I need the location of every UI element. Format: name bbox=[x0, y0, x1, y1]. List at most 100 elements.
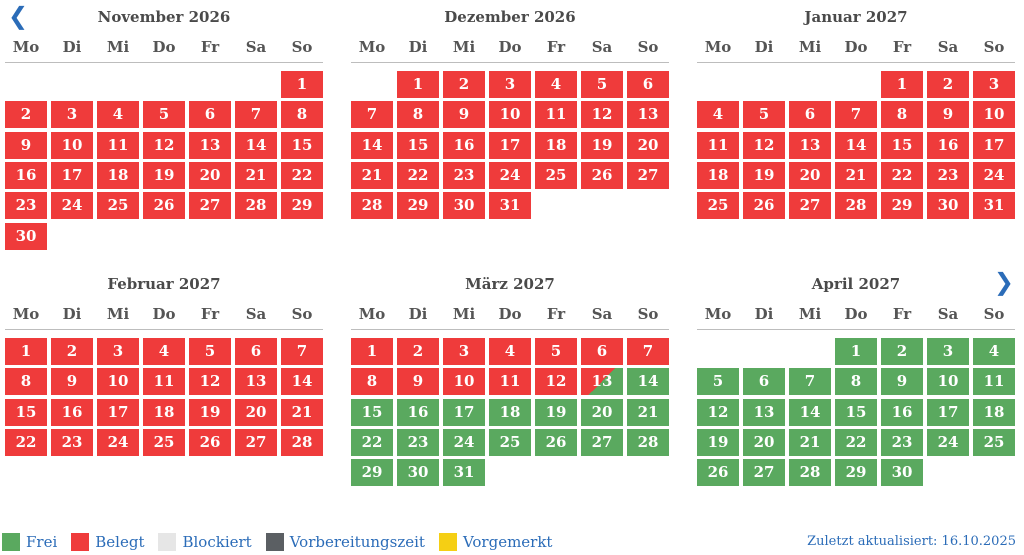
calendar-day[interactable]: 27 bbox=[789, 192, 831, 220]
calendar-day[interactable]: 2 bbox=[881, 338, 923, 365]
calendar-day[interactable]: 1 bbox=[835, 338, 877, 365]
calendar-day[interactable]: 26 bbox=[143, 192, 185, 220]
calendar-day[interactable]: 20 bbox=[235, 398, 277, 426]
calendar-day[interactable]: 6 bbox=[743, 368, 785, 396]
calendar-day[interactable]: 6 bbox=[627, 71, 669, 98]
calendar-day[interactable]: 3 bbox=[973, 71, 1015, 98]
calendar-day[interactable]: 3 bbox=[489, 71, 531, 98]
calendar-day[interactable]: 5 bbox=[743, 101, 785, 129]
calendar-day[interactable]: 22 bbox=[835, 428, 877, 456]
calendar-day[interactable]: 11 bbox=[489, 368, 531, 396]
calendar-day[interactable]: 3 bbox=[927, 338, 969, 365]
calendar-day[interactable]: 6 bbox=[581, 338, 623, 365]
calendar-day[interactable]: 25 bbox=[973, 428, 1015, 456]
calendar-day[interactable]: 22 bbox=[397, 161, 439, 189]
calendar-day[interactable]: 28 bbox=[627, 428, 669, 456]
calendar-day[interactable]: 16 bbox=[881, 398, 923, 426]
calendar-day[interactable]: 10 bbox=[973, 101, 1015, 129]
calendar-day[interactable]: 10 bbox=[489, 101, 531, 129]
calendar-day[interactable]: 8 bbox=[5, 368, 47, 396]
calendar-day[interactable]: 29 bbox=[881, 192, 923, 220]
calendar-day[interactable]: 28 bbox=[281, 428, 323, 456]
calendar-day[interactable]: 19 bbox=[535, 398, 577, 426]
calendar-day[interactable]: 28 bbox=[789, 459, 831, 487]
calendar-day[interactable]: 10 bbox=[51, 131, 93, 159]
calendar-day[interactable]: 25 bbox=[489, 428, 531, 456]
calendar-day[interactable]: 28 bbox=[235, 192, 277, 220]
calendar-day[interactable]: 17 bbox=[927, 398, 969, 426]
calendar-day[interactable]: 8 bbox=[397, 101, 439, 129]
calendar-day[interactable]: 25 bbox=[143, 428, 185, 456]
calendar-day[interactable]: 25 bbox=[697, 192, 739, 220]
calendar-day[interactable]: 31 bbox=[489, 192, 531, 220]
calendar-day[interactable]: 24 bbox=[443, 428, 485, 456]
calendar-day[interactable]: 29 bbox=[397, 192, 439, 220]
calendar-day[interactable]: 24 bbox=[973, 161, 1015, 189]
calendar-day[interactable]: 16 bbox=[927, 131, 969, 159]
calendar-day[interactable]: 2 bbox=[5, 101, 47, 129]
calendar-day[interactable]: 1 bbox=[5, 338, 47, 365]
calendar-day[interactable]: 22 bbox=[5, 428, 47, 456]
calendar-day[interactable]: 27 bbox=[581, 428, 623, 456]
calendar-day[interactable]: 14 bbox=[835, 131, 877, 159]
calendar-day[interactable]: 8 bbox=[351, 368, 393, 396]
calendar-day[interactable]: 30 bbox=[5, 222, 47, 250]
calendar-day[interactable]: 13 bbox=[189, 131, 231, 159]
calendar-day[interactable]: 20 bbox=[789, 161, 831, 189]
calendar-day[interactable]: 13 bbox=[743, 398, 785, 426]
calendar-day[interactable]: 18 bbox=[143, 398, 185, 426]
calendar-day[interactable]: 15 bbox=[397, 131, 439, 159]
calendar-day[interactable]: 26 bbox=[189, 428, 231, 456]
calendar-day[interactable]: 19 bbox=[189, 398, 231, 426]
calendar-day[interactable]: 14 bbox=[789, 398, 831, 426]
calendar-day[interactable]: 7 bbox=[789, 368, 831, 396]
calendar-day[interactable]: 7 bbox=[835, 101, 877, 129]
calendar-day[interactable]: 9 bbox=[881, 368, 923, 396]
calendar-day[interactable]: 28 bbox=[351, 192, 393, 220]
calendar-day[interactable]: 7 bbox=[627, 338, 669, 365]
calendar-day[interactable]: 27 bbox=[627, 161, 669, 189]
calendar-day[interactable]: 6 bbox=[189, 101, 231, 129]
calendar-day[interactable]: 7 bbox=[351, 101, 393, 129]
calendar-day[interactable]: 5 bbox=[143, 101, 185, 129]
calendar-day[interactable]: 29 bbox=[835, 459, 877, 487]
calendar-day[interactable]: 11 bbox=[535, 101, 577, 129]
calendar-day[interactable]: 24 bbox=[51, 192, 93, 220]
calendar-day[interactable]: 17 bbox=[973, 131, 1015, 159]
calendar-day[interactable]: 23 bbox=[397, 428, 439, 456]
calendar-day[interactable]: 15 bbox=[351, 398, 393, 426]
calendar-day[interactable]: 11 bbox=[97, 131, 139, 159]
calendar-day[interactable]: 18 bbox=[697, 161, 739, 189]
calendar-day[interactable]: 6 bbox=[789, 101, 831, 129]
calendar-day[interactable]: 12 bbox=[535, 368, 577, 396]
calendar-day[interactable]: 30 bbox=[881, 459, 923, 487]
calendar-day[interactable]: 21 bbox=[351, 161, 393, 189]
calendar-day[interactable]: 30 bbox=[397, 459, 439, 487]
calendar-day[interactable]: 17 bbox=[489, 131, 531, 159]
calendar-day[interactable]: 8 bbox=[281, 101, 323, 129]
calendar-day[interactable]: 17 bbox=[443, 398, 485, 426]
calendar-day[interactable]: 8 bbox=[881, 101, 923, 129]
calendar-day[interactable]: 2 bbox=[443, 71, 485, 98]
calendar-day[interactable]: 9 bbox=[51, 368, 93, 396]
next-months-icon[interactable]: ❯ bbox=[993, 268, 1014, 296]
calendar-day[interactable]: 29 bbox=[351, 459, 393, 487]
calendar-day[interactable]: 5 bbox=[581, 71, 623, 98]
calendar-day[interactable]: 12 bbox=[697, 398, 739, 426]
calendar-day[interactable]: 17 bbox=[97, 398, 139, 426]
calendar-day[interactable]: 12 bbox=[581, 101, 623, 129]
calendar-day[interactable]: 21 bbox=[835, 161, 877, 189]
calendar-day[interactable]: 16 bbox=[51, 398, 93, 426]
calendar-day[interactable]: 26 bbox=[697, 459, 739, 487]
calendar-day[interactable]: 8 bbox=[835, 368, 877, 396]
calendar-day[interactable]: 4 bbox=[143, 338, 185, 365]
calendar-day[interactable]: 22 bbox=[351, 428, 393, 456]
calendar-day[interactable]: 24 bbox=[489, 161, 531, 189]
calendar-day[interactable]: 21 bbox=[281, 398, 323, 426]
calendar-day[interactable]: 24 bbox=[927, 428, 969, 456]
calendar-day[interactable]: 30 bbox=[927, 192, 969, 220]
calendar-day[interactable]: 25 bbox=[535, 161, 577, 189]
calendar-day[interactable]: 26 bbox=[581, 161, 623, 189]
calendar-day[interactable]: 3 bbox=[443, 338, 485, 365]
calendar-day[interactable]: 23 bbox=[881, 428, 923, 456]
